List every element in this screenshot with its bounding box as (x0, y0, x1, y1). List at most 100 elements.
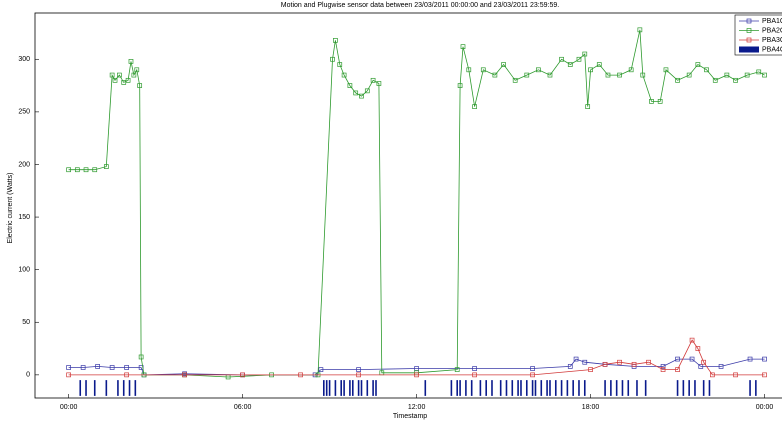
series-marker (530, 366, 535, 371)
series-marker (756, 69, 762, 75)
series-marker (582, 359, 588, 365)
series-marker (689, 337, 695, 343)
series-marker (762, 356, 767, 362)
series-marker (501, 62, 506, 67)
series-marker (512, 77, 518, 83)
legend-label: PBA1C (762, 18, 782, 25)
x-tick-label: 00:00 (60, 404, 78, 411)
series-marker (675, 77, 680, 83)
series-marker (492, 72, 498, 78)
series-marker (640, 72, 646, 78)
y-tick-label: 50 (22, 319, 30, 326)
series-marker (701, 359, 707, 365)
series-marker (559, 56, 564, 62)
series-line (68, 358, 765, 376)
series-marker (646, 359, 651, 365)
series-marker (660, 367, 666, 372)
series-marker (337, 62, 343, 67)
series-marker (359, 93, 364, 99)
series-marker (675, 356, 680, 362)
series-marker (347, 83, 353, 88)
series-marker (66, 365, 71, 370)
series-marker (134, 67, 140, 73)
series-marker (695, 346, 701, 351)
series-marker (109, 365, 115, 370)
series-marker (240, 372, 245, 378)
series-marker (466, 67, 472, 73)
series-line (68, 339, 765, 376)
series-marker (573, 356, 579, 362)
series-marker (125, 77, 131, 83)
series-marker (582, 51, 588, 57)
series-marker (605, 72, 611, 78)
series-marker (585, 104, 591, 109)
series-marker (182, 372, 187, 378)
series-marker (689, 356, 695, 362)
series-marker (663, 67, 669, 73)
series-marker (576, 56, 582, 62)
legend-marker (746, 37, 752, 43)
series-marker (637, 27, 643, 33)
series-marker (588, 367, 593, 372)
series-marker (718, 364, 724, 369)
x-axis-label: Timestamp (393, 413, 427, 420)
series-marker (530, 372, 535, 378)
series-marker (131, 72, 137, 78)
series-marker (698, 364, 704, 369)
chart-title: Motion and Plugwise sensor data between … (281, 2, 559, 9)
series-marker (588, 67, 593, 73)
legend-label: PBA3C (762, 37, 782, 44)
y-tick-label: 0 (26, 372, 30, 379)
series-marker (138, 354, 144, 360)
y-tick-label: 100 (18, 267, 30, 274)
series-marker (596, 62, 602, 67)
series-marker (733, 372, 738, 378)
series-marker (744, 72, 750, 78)
series-marker (524, 72, 530, 78)
series-marker (95, 364, 100, 369)
series-marker (356, 367, 361, 372)
legend-marker (746, 18, 752, 24)
series-marker (333, 37, 338, 43)
series-marker (103, 164, 109, 169)
series-marker (617, 359, 622, 365)
y-axis-label: Electric current (Watts) (7, 173, 14, 244)
series-marker (733, 77, 738, 83)
series-marker (117, 72, 122, 78)
series-marker (330, 56, 335, 62)
series-marker (660, 364, 666, 369)
series-marker (457, 83, 463, 88)
series-marker (364, 88, 370, 94)
series-marker (567, 364, 573, 369)
series-marker (547, 72, 553, 78)
series-marker (628, 67, 634, 73)
series-marker (83, 167, 89, 173)
series-marker (762, 372, 767, 378)
series-marker (686, 72, 692, 78)
series-marker (74, 167, 80, 173)
series-marker (66, 372, 71, 378)
series-marker (124, 365, 129, 370)
series-marker (472, 104, 477, 109)
x-tick-label: 00:00 (756, 404, 774, 411)
series-marker (710, 372, 715, 378)
series-marker (649, 99, 654, 104)
series-line (68, 29, 765, 378)
series-marker (80, 365, 86, 370)
series-marker (472, 372, 477, 378)
y-tick-label: 250 (18, 109, 30, 116)
y-tick-label: 150 (18, 214, 30, 221)
series-marker (124, 372, 129, 378)
series-marker (657, 99, 663, 104)
series-marker (695, 62, 701, 67)
series-marker (137, 83, 143, 88)
legend-label: PBA4C (762, 46, 782, 53)
series-marker (617, 72, 622, 78)
plot-frame (34, 12, 782, 399)
x-tick-label: 12:00 (408, 404, 426, 411)
series-marker (704, 67, 709, 73)
series-marker (454, 367, 460, 372)
series-marker (460, 44, 466, 50)
